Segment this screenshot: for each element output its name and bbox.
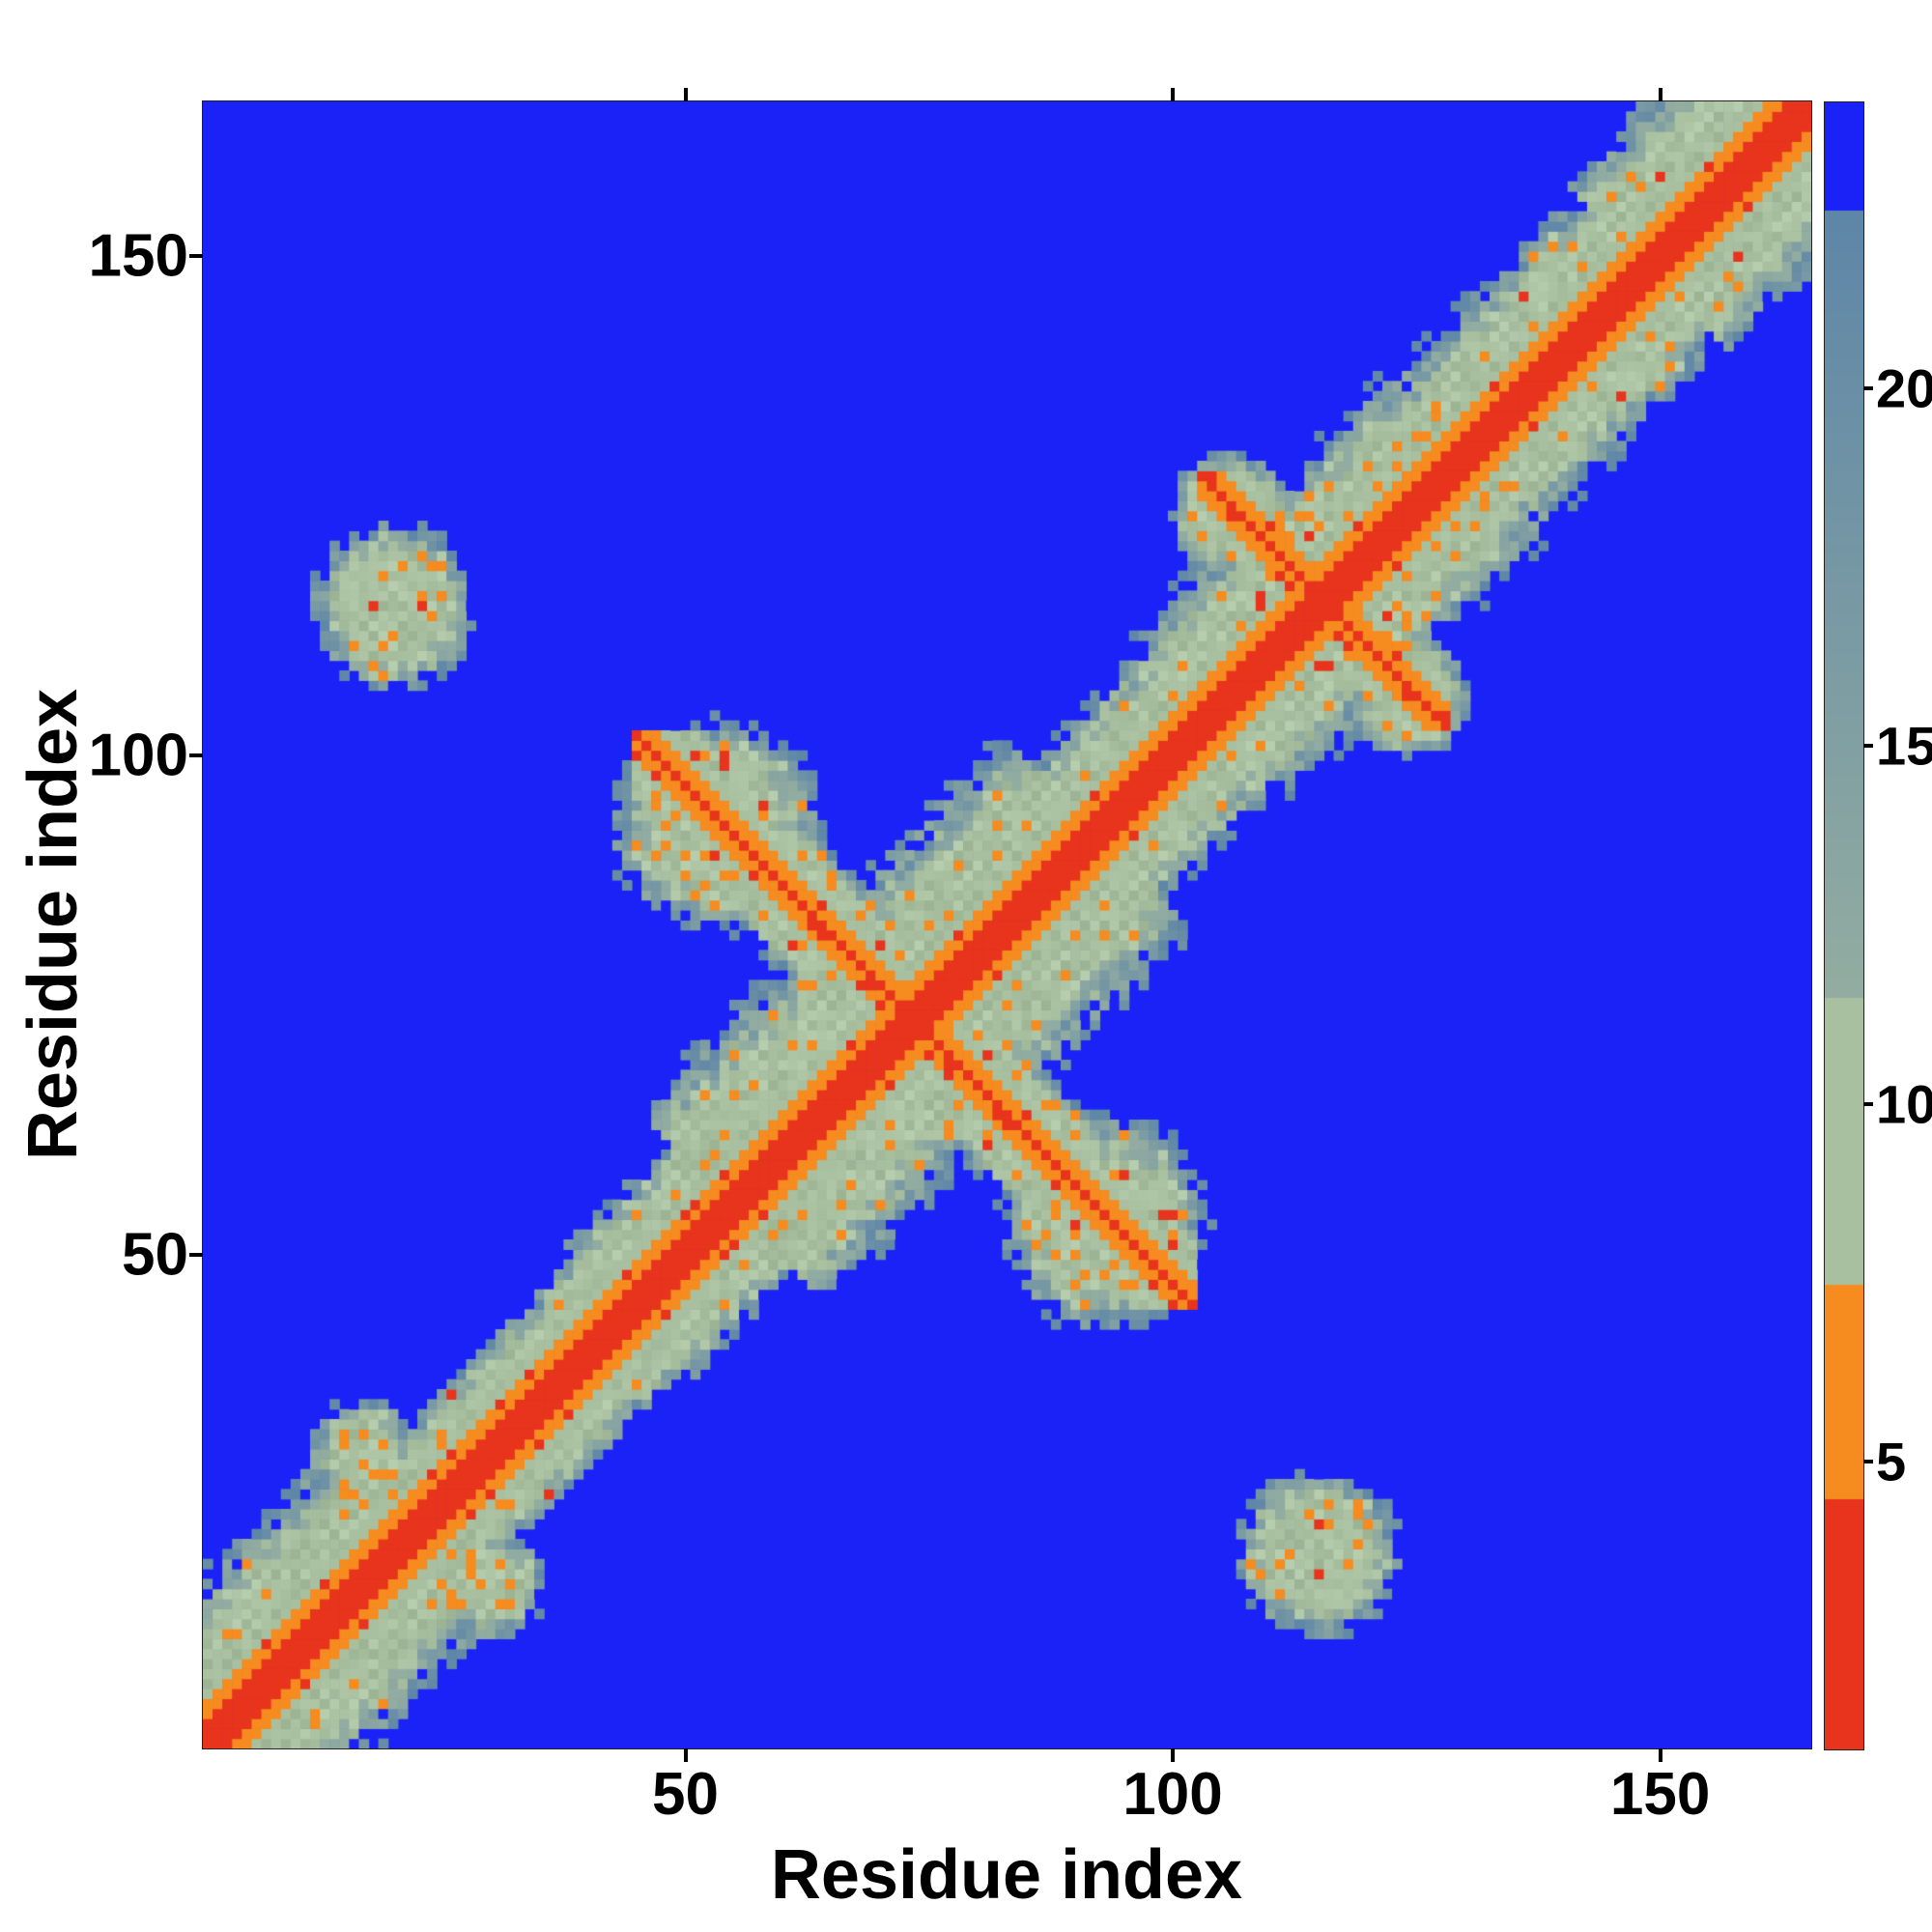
colorbar-tick-label: 5 bbox=[1876, 1431, 1907, 1492]
colorbar bbox=[1824, 101, 1864, 1750]
x-tick-label: 50 bbox=[652, 1761, 719, 1828]
x-axis-label: Residue index bbox=[770, 1836, 1243, 1914]
axis-tick bbox=[1658, 88, 1662, 101]
axis-tick bbox=[189, 254, 203, 259]
colorbar-tick-label: 10 bbox=[1876, 1073, 1932, 1135]
axis-tick bbox=[1863, 1460, 1873, 1464]
y-tick-label: 50 bbox=[122, 1221, 188, 1288]
axis-tick bbox=[683, 1748, 688, 1762]
axis-tick bbox=[189, 753, 203, 757]
axis-tick bbox=[1658, 1748, 1662, 1762]
colorbar-tick-label: 15 bbox=[1876, 715, 1932, 777]
heatmap-plot bbox=[203, 101, 1811, 1748]
colorbar-canvas bbox=[1825, 102, 1863, 1749]
x-tick-label: 100 bbox=[1122, 1761, 1223, 1828]
axis-tick bbox=[189, 1252, 203, 1257]
axis-tick bbox=[1863, 744, 1873, 749]
x-tick-label: 150 bbox=[1609, 1761, 1711, 1828]
axis-tick bbox=[1171, 1748, 1176, 1762]
axis-tick bbox=[1171, 88, 1176, 101]
colorbar-tick-label: 20 bbox=[1876, 357, 1932, 419]
y-axis-label: Residue index bbox=[14, 688, 92, 1161]
axis-tick bbox=[1863, 1101, 1873, 1106]
axis-tick bbox=[683, 88, 688, 101]
y-tick-label: 100 bbox=[88, 722, 188, 789]
axis-tick bbox=[1863, 385, 1873, 390]
heatmap-canvas bbox=[203, 101, 1811, 1748]
y-tick-label: 150 bbox=[88, 222, 188, 290]
